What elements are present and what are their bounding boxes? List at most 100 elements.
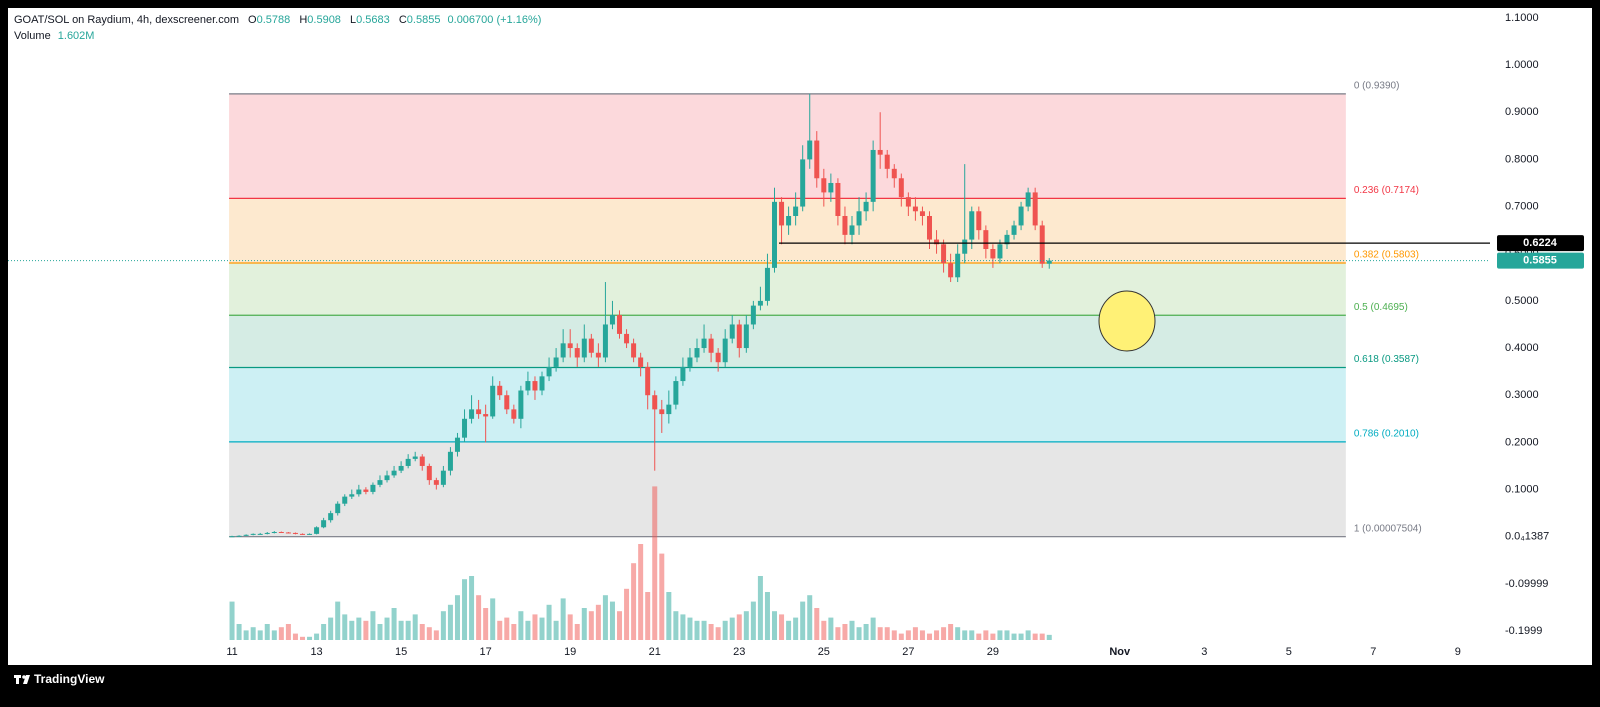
- candle-body: [814, 140, 820, 179]
- fib-label: 1 (0.00007504): [1354, 523, 1422, 534]
- candle-body: [391, 470, 397, 476]
- candle-body: [821, 178, 827, 193]
- volume-bar: [680, 614, 686, 640]
- volume-bar: [624, 588, 630, 640]
- candle-body: [292, 532, 298, 534]
- x-tick-label: 5: [1286, 646, 1292, 658]
- volume-bar: [419, 624, 425, 640]
- fib-zone: [229, 263, 1346, 316]
- candle-body: [877, 149, 883, 155]
- volume-bar: [941, 627, 947, 640]
- volume-bar: [708, 624, 714, 640]
- candle-body: [454, 437, 460, 452]
- volume-bar: [1018, 633, 1024, 640]
- candle-body: [666, 404, 672, 415]
- footer-brand: TradingView: [34, 672, 105, 686]
- volume-bar: [546, 604, 552, 640]
- candle-body: [807, 140, 813, 160]
- y-tick-label: 0.0₄1387: [1505, 531, 1549, 543]
- x-tick-label: 13: [310, 646, 322, 658]
- volume-bar: [743, 611, 749, 640]
- volume-bar: [990, 633, 996, 640]
- volume-bar: [729, 617, 735, 640]
- volume-bar: [764, 592, 770, 640]
- volume-value: 1.602M: [57, 30, 95, 42]
- volume-bar: [842, 624, 848, 640]
- last-price-label: 0.5855: [1523, 254, 1557, 266]
- volume-bar: [567, 614, 573, 640]
- volume-bar: [532, 614, 538, 640]
- fib-zone: [229, 93, 1346, 199]
- x-tick-label: 19: [564, 646, 576, 658]
- candle-body: [321, 520, 327, 528]
- candle-body: [497, 385, 503, 396]
- candle-body: [701, 338, 707, 349]
- candle-body: [595, 352, 601, 358]
- candle-body: [447, 451, 453, 471]
- x-tick-label: Nov: [1109, 646, 1131, 658]
- volume-bar: [307, 636, 313, 640]
- volume-bar: [243, 630, 249, 640]
- candle-body: [1046, 260, 1052, 264]
- volume-bar: [285, 624, 291, 640]
- candle-body: [433, 480, 439, 485]
- volume-bar: [948, 624, 954, 640]
- candle-body: [948, 263, 954, 278]
- volume-bar: [539, 617, 545, 640]
- axis-group: 1.10001.00000.90000.80000.70000.60000.50…: [8, 12, 1584, 658]
- volume-bar: [560, 598, 566, 640]
- candle-body: [652, 395, 658, 410]
- volume-bar: [645, 592, 651, 640]
- fib-label: 0.382 (0.5803): [1354, 250, 1419, 261]
- volume-bar: [997, 630, 1003, 640]
- volume-bar: [666, 592, 672, 640]
- x-tick-label: 7: [1370, 646, 1376, 658]
- volume-bar: [983, 630, 989, 640]
- volume-bar: [581, 608, 587, 640]
- candle-body: [469, 409, 475, 419]
- volume-bar: [779, 614, 785, 640]
- change: 0.006700 (+1.16%): [447, 14, 542, 26]
- fib-label: 0.5 (0.4695): [1354, 302, 1408, 313]
- volume-bar: [257, 630, 263, 640]
- candle-body: [779, 201, 785, 226]
- fib-label: 0.618 (0.3587): [1354, 354, 1419, 365]
- candle-body: [905, 197, 911, 207]
- candle-body: [349, 494, 355, 497]
- volume-bar: [659, 553, 665, 640]
- candle-body: [483, 414, 489, 417]
- volume-bar: [299, 636, 305, 640]
- x-tick-label: 27: [902, 646, 914, 658]
- volume-bar: [1025, 630, 1031, 640]
- candle-body: [1025, 192, 1031, 207]
- candle-body: [1004, 234, 1010, 245]
- candle-body: [912, 206, 918, 212]
- candle-body: [969, 211, 975, 240]
- volume-bar: [264, 624, 270, 640]
- candle-body: [370, 484, 376, 492]
- candle-body: [243, 534, 249, 536]
- volume-bar: [793, 617, 799, 640]
- x-tick-label: 3: [1201, 646, 1207, 658]
- candle-body: [567, 343, 573, 349]
- ohlc-value: 0.5908: [307, 14, 341, 26]
- volume-bar: [271, 630, 277, 640]
- volume-bar: [497, 620, 503, 640]
- volume-bar: [631, 563, 637, 640]
- y-tick-label: 0.4000: [1505, 342, 1539, 354]
- volume-bar: [363, 620, 369, 640]
- volume-bar: [1032, 633, 1038, 640]
- candle-body: [856, 211, 862, 226]
- volume-bar: [828, 617, 834, 640]
- x-tick-label: 29: [987, 646, 999, 658]
- volume-bar: [553, 620, 559, 640]
- volume-bar: [1039, 633, 1045, 640]
- fib-label: 0 (0.9390): [1354, 80, 1400, 91]
- candle-group: [229, 93, 1052, 538]
- volume-bar: [377, 624, 383, 640]
- volume-bar: [919, 630, 925, 640]
- candle-body: [405, 458, 411, 466]
- candle-body: [602, 324, 608, 358]
- x-tick-label: 9: [1455, 646, 1461, 658]
